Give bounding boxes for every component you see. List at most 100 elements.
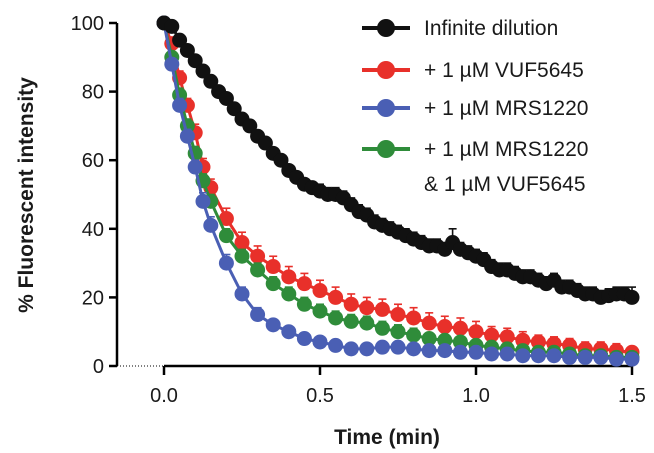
data-point bbox=[281, 324, 297, 340]
data-point bbox=[172, 97, 188, 113]
y-axis-ticks: 0 20 40 60 80 100 bbox=[71, 13, 117, 378]
data-point bbox=[374, 339, 390, 355]
data-point bbox=[452, 320, 468, 336]
legend-item-infinite-dilution: Infinite dilution bbox=[362, 17, 558, 40]
data-point bbox=[218, 255, 234, 271]
legend-item-mrs1220: + 1 µM MRS1220 bbox=[362, 97, 588, 120]
data-point bbox=[343, 313, 359, 329]
legend-marker-mrs1220-vuf5645 bbox=[377, 140, 395, 158]
y-tick-label: 0 bbox=[93, 356, 104, 378]
data-point bbox=[281, 286, 297, 302]
data-point bbox=[172, 32, 188, 48]
data-point bbox=[406, 327, 422, 343]
series-line bbox=[162, 22, 632, 361]
data-point bbox=[484, 327, 500, 343]
data-point bbox=[406, 341, 422, 357]
x-tick-label: 1.5 bbox=[618, 385, 646, 407]
data-point bbox=[242, 118, 258, 134]
data-point bbox=[359, 341, 375, 357]
legend-label-mrs1220-vuf5645-line2: & 1 µM VUF5645 bbox=[424, 173, 586, 196]
data-point bbox=[437, 332, 453, 348]
data-point bbox=[421, 343, 437, 359]
y-tick-label: 100 bbox=[71, 13, 104, 35]
data-series bbox=[156, 15, 640, 367]
data-point bbox=[530, 348, 546, 364]
legend-label-mrs1220: + 1 µM MRS1220 bbox=[424, 97, 588, 120]
data-point bbox=[234, 248, 250, 264]
data-point bbox=[374, 320, 390, 336]
series-line bbox=[162, 22, 632, 359]
data-point bbox=[328, 337, 344, 353]
x-axis-ticks: 0.0 0.5 1.0 1.5 bbox=[150, 366, 646, 407]
data-point bbox=[593, 349, 609, 365]
data-point bbox=[328, 310, 344, 326]
data-point bbox=[624, 351, 640, 367]
data-point bbox=[203, 73, 219, 89]
data-point bbox=[265, 317, 281, 333]
data-point bbox=[468, 324, 484, 340]
data-point bbox=[296, 331, 312, 347]
data-point bbox=[390, 307, 406, 323]
legend-marker-infinite-dilution bbox=[377, 19, 395, 37]
data-point bbox=[359, 300, 375, 316]
data-point bbox=[312, 334, 328, 350]
y-axis-title: % Fluorescent intensity bbox=[15, 77, 38, 313]
data-point bbox=[343, 341, 359, 357]
y-tick-label: 80 bbox=[82, 82, 104, 104]
series-1-m-vuf5645 bbox=[156, 15, 640, 360]
data-point bbox=[499, 346, 515, 362]
data-point bbox=[250, 307, 266, 323]
data-point bbox=[515, 348, 531, 364]
data-point bbox=[203, 217, 219, 233]
data-point bbox=[296, 276, 312, 292]
data-point bbox=[250, 262, 266, 278]
legend-label-mrs1220-vuf5645-line1: + 1 µM MRS1220 bbox=[424, 138, 588, 161]
data-point bbox=[562, 349, 578, 365]
data-point bbox=[608, 351, 624, 367]
x-tick-label: 0.5 bbox=[306, 385, 334, 407]
data-point bbox=[187, 159, 203, 175]
y-tick-label: 60 bbox=[82, 150, 104, 172]
data-point bbox=[343, 296, 359, 312]
data-point bbox=[273, 152, 289, 168]
data-point bbox=[265, 259, 281, 275]
data-point bbox=[452, 344, 468, 360]
data-point bbox=[218, 211, 234, 227]
data-point bbox=[265, 276, 281, 292]
data-point bbox=[179, 42, 195, 58]
data-point bbox=[296, 296, 312, 312]
x-tick-label: 0.0 bbox=[150, 385, 178, 407]
data-point bbox=[359, 315, 375, 331]
y-tick-label: 20 bbox=[82, 287, 104, 309]
legend-label-infinite-dilution: Infinite dilution bbox=[424, 17, 558, 40]
data-point bbox=[406, 310, 422, 326]
legend-label-vuf5645: + 1 µM VUF5645 bbox=[424, 59, 584, 82]
data-point bbox=[484, 346, 500, 362]
data-point bbox=[468, 344, 484, 360]
data-point bbox=[390, 324, 406, 340]
data-point bbox=[187, 53, 203, 69]
data-point bbox=[218, 228, 234, 244]
data-point bbox=[577, 349, 593, 365]
legend: Infinite dilution + 1 µM VUF5645 + 1 µM … bbox=[362, 17, 588, 196]
x-tick-label: 1.0 bbox=[462, 385, 490, 407]
data-point bbox=[515, 332, 531, 348]
data-point bbox=[624, 289, 640, 305]
data-point bbox=[546, 348, 562, 364]
data-point bbox=[234, 286, 250, 302]
data-point bbox=[257, 135, 273, 151]
legend-item-vuf5645: + 1 µM VUF5645 bbox=[362, 59, 584, 82]
data-point bbox=[421, 331, 437, 347]
data-point bbox=[195, 193, 211, 209]
data-point bbox=[452, 334, 468, 350]
x-axis-title: Time (min) bbox=[334, 426, 440, 449]
plot-area: 0 20 40 60 80 100 0.0 0.5 1.0 1.5 bbox=[71, 13, 646, 407]
data-point bbox=[374, 301, 390, 317]
y-tick-label: 40 bbox=[82, 219, 104, 241]
data-point bbox=[328, 289, 344, 305]
legend-marker-mrs1220 bbox=[377, 99, 395, 117]
data-point bbox=[437, 319, 453, 335]
data-point bbox=[421, 315, 437, 331]
data-point bbox=[234, 235, 250, 251]
data-point bbox=[195, 63, 211, 79]
